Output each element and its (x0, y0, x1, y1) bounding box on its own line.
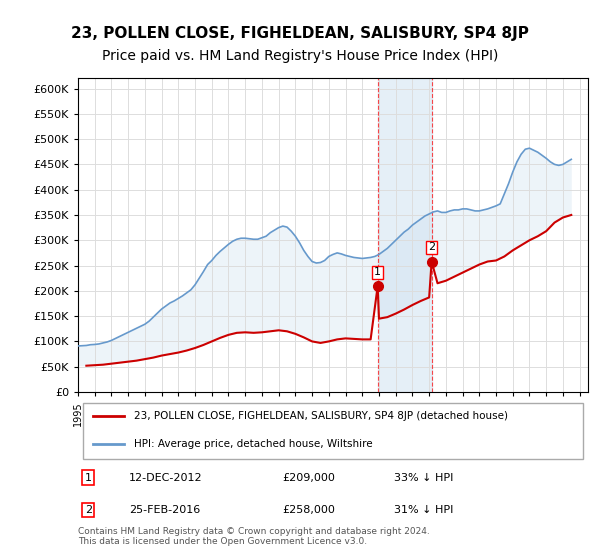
FancyBboxPatch shape (83, 403, 583, 459)
Text: 1: 1 (374, 267, 381, 277)
Text: 25-FEB-2016: 25-FEB-2016 (129, 505, 200, 515)
Text: Contains HM Land Registry data © Crown copyright and database right 2024.
This d: Contains HM Land Registry data © Crown c… (78, 526, 430, 546)
Text: 1: 1 (85, 473, 92, 483)
Text: £258,000: £258,000 (282, 505, 335, 515)
Text: 23, POLLEN CLOSE, FIGHELDEAN, SALISBURY, SP4 8JP (detached house): 23, POLLEN CLOSE, FIGHELDEAN, SALISBURY,… (134, 411, 508, 421)
Text: 12-DEC-2012: 12-DEC-2012 (129, 473, 203, 483)
Text: 2: 2 (428, 242, 435, 253)
Text: 23, POLLEN CLOSE, FIGHELDEAN, SALISBURY, SP4 8JP: 23, POLLEN CLOSE, FIGHELDEAN, SALISBURY,… (71, 26, 529, 41)
Text: £209,000: £209,000 (282, 473, 335, 483)
Text: 33% ↓ HPI: 33% ↓ HPI (394, 473, 454, 483)
Text: 2: 2 (85, 505, 92, 515)
Text: Price paid vs. HM Land Registry's House Price Index (HPI): Price paid vs. HM Land Registry's House … (102, 49, 498, 63)
Text: 31% ↓ HPI: 31% ↓ HPI (394, 505, 454, 515)
Bar (377, 78, 431, 392)
Text: HPI: Average price, detached house, Wiltshire: HPI: Average price, detached house, Wilt… (134, 438, 373, 449)
